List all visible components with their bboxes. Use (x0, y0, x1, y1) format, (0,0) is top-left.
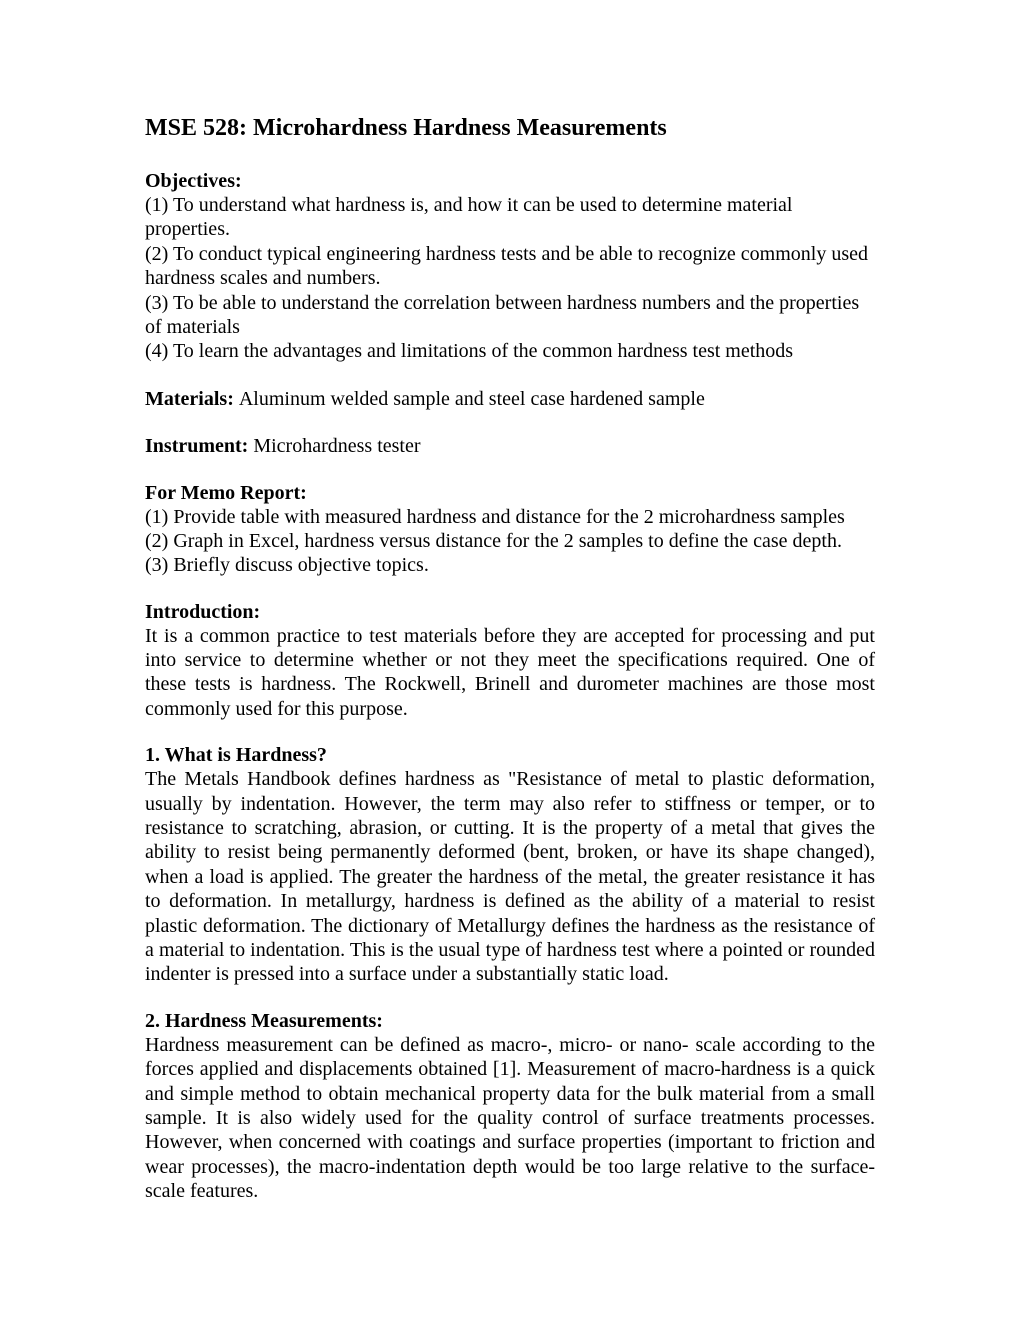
instrument-text: Microhardness tester (253, 435, 420, 457)
memo-report-item: (3) Briefly discuss objective topics. (145, 553, 875, 577)
memo-report-item: (1) Provide table with measured hardness… (145, 505, 875, 529)
section1-text: The Metals Handbook defines hardness as … (145, 767, 875, 987)
materials-text: Aluminum welded sample and steel case ha… (239, 388, 705, 410)
objectives-heading: Objectives: (145, 170, 875, 193)
memo-report-block: For Memo Report: (1) Provide table with … (145, 482, 875, 578)
instrument-label: Instrument: (145, 435, 253, 457)
instrument-block: Instrument: Microhardness tester (145, 434, 875, 458)
objective-item: (2) To conduct typical engineering hardn… (145, 242, 875, 291)
introduction-heading: Introduction: (145, 601, 875, 624)
materials-block: Materials: Aluminum welded sample and st… (145, 387, 875, 411)
instrument-line: Instrument: Microhardness tester (145, 434, 875, 458)
document-title: MSE 528: Microhardness Hardness Measurem… (145, 115, 875, 142)
document-page: MSE 528: Microhardness Hardness Measurem… (0, 0, 1020, 1327)
introduction-text: It is a common practice to test material… (145, 624, 875, 722)
section2-block: 2. Hardness Measurements: Hardness measu… (145, 1010, 875, 1204)
memo-report-item: (2) Graph in Excel, hardness versus dist… (145, 529, 875, 553)
section1-block: 1. What is Hardness? The Metals Handbook… (145, 744, 875, 987)
section1-heading: 1. What is Hardness? (145, 744, 875, 767)
materials-label: Materials: (145, 388, 239, 410)
objective-item: (4) To learn the advantages and limitati… (145, 339, 875, 363)
memo-report-heading: For Memo Report: (145, 482, 875, 505)
materials-line: Materials: Aluminum welded sample and st… (145, 387, 875, 411)
objectives-block: Objectives: (1) To understand what hardn… (145, 170, 875, 364)
objective-item: (3) To be able to understand the correla… (145, 291, 875, 340)
introduction-block: Introduction: It is a common practice to… (145, 601, 875, 722)
objective-item: (1) To understand what hardness is, and … (145, 193, 875, 242)
section2-heading: 2. Hardness Measurements: (145, 1010, 875, 1033)
section2-text: Hardness measurement can be defined as m… (145, 1033, 875, 1204)
